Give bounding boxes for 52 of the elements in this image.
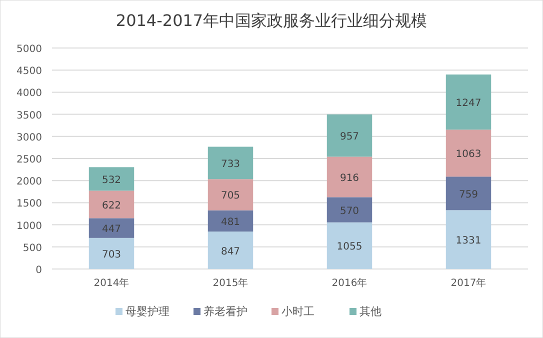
bar xyxy=(326,114,372,157)
data-label: 847 xyxy=(220,246,240,258)
data-label: 957 xyxy=(340,132,360,143)
y-tick-label: 2500 xyxy=(16,154,42,166)
data-label: 703 xyxy=(102,249,122,260)
x-tick-label: 2015年 xyxy=(212,277,248,289)
data-label: 622 xyxy=(102,200,122,212)
bar xyxy=(446,130,492,177)
legend-label: 养老看护 xyxy=(204,305,248,318)
y-tick-label: 1000 xyxy=(16,220,42,232)
bar xyxy=(88,218,134,238)
data-label: 1331 xyxy=(456,236,482,247)
bar xyxy=(88,167,134,191)
bar xyxy=(326,156,372,198)
data-label: 570 xyxy=(340,206,360,217)
x-tick-label: 2017年 xyxy=(450,277,486,289)
y-tick-label: 2000 xyxy=(16,176,42,188)
bar xyxy=(208,232,254,269)
bar xyxy=(208,210,254,232)
bar xyxy=(446,210,492,269)
data-label: 705 xyxy=(220,190,240,202)
y-tick-label: 500 xyxy=(22,242,42,254)
bar xyxy=(326,222,372,269)
legend-label: 母婴护理 xyxy=(126,305,170,318)
x-tick-label: 2016年 xyxy=(332,277,368,289)
bar xyxy=(446,74,492,130)
x-tick-label: 2014年 xyxy=(94,277,130,289)
legend-label: 其他 xyxy=(360,305,382,318)
data-label: 481 xyxy=(220,216,240,228)
data-label: 733 xyxy=(220,158,240,170)
bar xyxy=(208,179,254,210)
y-tick-label: 1500 xyxy=(16,198,42,210)
y-tick-label: 4000 xyxy=(16,88,42,100)
bar xyxy=(446,176,492,210)
data-label: 916 xyxy=(340,172,360,184)
bar xyxy=(326,197,372,222)
y-tick-label: 0 xyxy=(36,265,42,276)
y-tick-label: 4500 xyxy=(16,66,42,78)
bar xyxy=(88,190,134,218)
y-tick-label: 5000 xyxy=(16,44,42,55)
data-label: 759 xyxy=(458,189,478,200)
data-label: 1063 xyxy=(456,149,482,160)
y-tick-label: 3000 xyxy=(16,132,42,144)
data-label: 1247 xyxy=(456,98,482,110)
data-label: 532 xyxy=(102,174,122,186)
legend-label: 小时工 xyxy=(282,305,314,318)
y-tick-label: 3500 xyxy=(16,110,42,122)
data-label: 1055 xyxy=(336,242,362,253)
data-label: 447 xyxy=(102,224,122,236)
chart-title: 2014-2017年中国家政服务业行业细分规模 xyxy=(116,11,428,30)
bar xyxy=(208,146,254,180)
bar xyxy=(88,238,134,269)
